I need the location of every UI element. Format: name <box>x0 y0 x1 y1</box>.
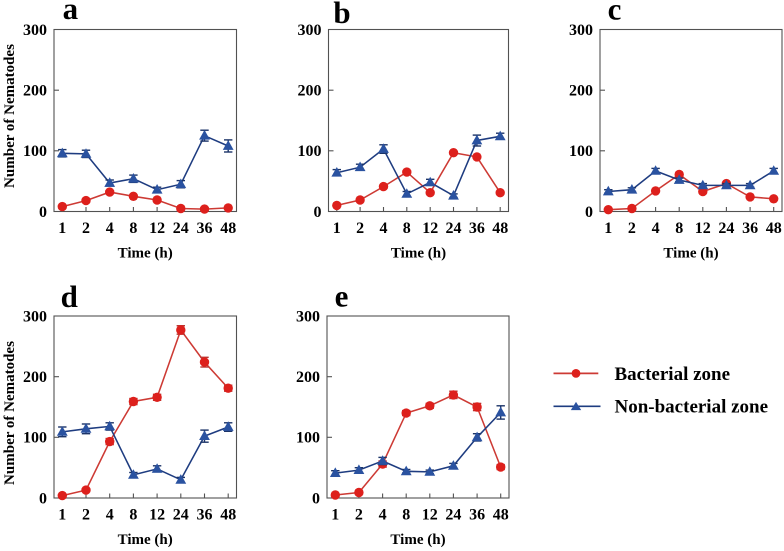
svg-text:36: 36 <box>469 220 485 237</box>
svg-text:Number of Nematodes: Number of Nematodes <box>2 341 18 485</box>
svg-text:8: 8 <box>402 507 410 524</box>
svg-text:36: 36 <box>742 220 758 237</box>
svg-text:200: 200 <box>296 369 320 386</box>
svg-text:8: 8 <box>129 507 137 524</box>
svg-text:300: 300 <box>569 22 593 39</box>
svg-text:100: 100 <box>23 143 47 160</box>
svg-text:Time (h): Time (h) <box>118 532 173 548</box>
svg-text:12: 12 <box>149 507 165 524</box>
svg-text:1: 1 <box>331 507 339 524</box>
svg-text:0: 0 <box>39 204 47 221</box>
svg-text:24: 24 <box>718 220 734 237</box>
svg-text:200: 200 <box>23 83 47 100</box>
svg-text:48: 48 <box>220 507 236 524</box>
svg-text:Bacterial zone: Bacterial zone <box>615 364 731 385</box>
svg-text:Time (h): Time (h) <box>118 246 173 262</box>
svg-text:4: 4 <box>106 220 114 237</box>
svg-text:1: 1 <box>333 220 341 237</box>
svg-text:2: 2 <box>82 220 90 237</box>
svg-text:4: 4 <box>379 507 387 524</box>
svg-text:d: d <box>61 279 78 314</box>
svg-text:2: 2 <box>356 220 364 237</box>
svg-text:48: 48 <box>492 220 508 237</box>
svg-text:a: a <box>63 0 79 26</box>
svg-text:0: 0 <box>39 490 47 507</box>
svg-text:0: 0 <box>312 490 320 507</box>
svg-text:2: 2 <box>355 507 363 524</box>
svg-text:Time (h): Time (h) <box>663 246 718 262</box>
svg-text:48: 48 <box>766 220 782 237</box>
svg-text:12: 12 <box>149 220 165 237</box>
svg-text:300: 300 <box>296 308 320 325</box>
svg-text:12: 12 <box>422 220 438 237</box>
svg-text:200: 200 <box>569 83 593 100</box>
svg-text:24: 24 <box>445 507 461 524</box>
svg-text:0: 0 <box>585 204 593 221</box>
svg-text:Time (h): Time (h) <box>390 532 445 548</box>
svg-text:4: 4 <box>106 507 114 524</box>
svg-text:24: 24 <box>173 507 189 524</box>
svg-text:300: 300 <box>23 22 47 39</box>
svg-text:1: 1 <box>58 507 66 524</box>
svg-text:100: 100 <box>569 143 593 160</box>
svg-text:4: 4 <box>652 220 660 237</box>
svg-text:100: 100 <box>23 430 47 447</box>
svg-text:36: 36 <box>197 507 213 524</box>
svg-text:Non-bacterial zone: Non-bacterial zone <box>615 396 769 417</box>
svg-text:200: 200 <box>23 369 47 386</box>
svg-text:Time (h): Time (h) <box>391 246 446 262</box>
svg-text:300: 300 <box>298 22 322 39</box>
svg-text:48: 48 <box>220 220 236 237</box>
svg-text:24: 24 <box>173 220 189 237</box>
svg-text:c: c <box>608 0 622 27</box>
svg-text:8: 8 <box>675 220 683 237</box>
svg-text:1: 1 <box>604 220 612 237</box>
svg-text:12: 12 <box>422 507 438 524</box>
svg-text:200: 200 <box>298 83 322 100</box>
svg-text:12: 12 <box>695 220 711 237</box>
svg-text:100: 100 <box>296 430 320 447</box>
svg-text:0: 0 <box>314 204 322 221</box>
svg-text:8: 8 <box>129 220 137 237</box>
svg-text:8: 8 <box>403 220 411 237</box>
svg-text:36: 36 <box>469 507 485 524</box>
svg-text:36: 36 <box>197 220 213 237</box>
svg-text:2: 2 <box>628 220 636 237</box>
svg-text:24: 24 <box>446 220 462 237</box>
svg-text:1: 1 <box>58 220 66 237</box>
svg-text:48: 48 <box>493 507 509 524</box>
svg-text:e: e <box>335 279 349 314</box>
svg-text:2: 2 <box>82 507 90 524</box>
svg-text:b: b <box>333 0 350 30</box>
svg-text:Number of Nematodes: Number of Nematodes <box>2 44 18 188</box>
svg-text:4: 4 <box>380 220 388 237</box>
svg-text:300: 300 <box>23 308 47 325</box>
svg-text:100: 100 <box>298 143 322 160</box>
